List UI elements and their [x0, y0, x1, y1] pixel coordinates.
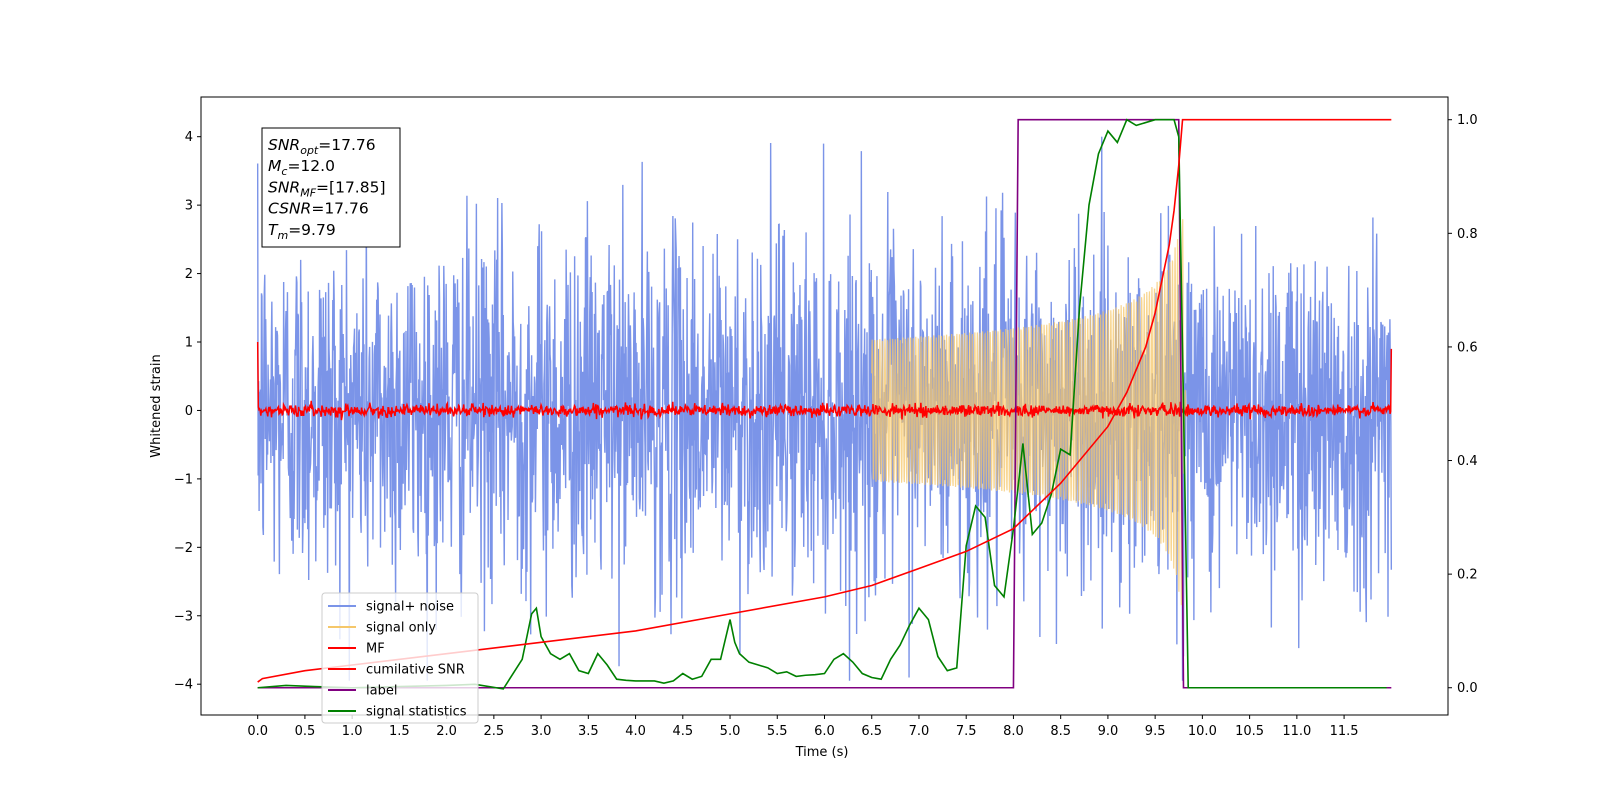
- x-tick-label: 0.0: [247, 724, 268, 739]
- legend-frame: [321, 592, 479, 724]
- legend-label: label: [366, 684, 397, 699]
- annotation-line: SNRopt=17.76: [268, 136, 376, 157]
- x-tick-label: 10.0: [1188, 724, 1217, 739]
- legend-label: signal only: [366, 621, 436, 636]
- y-tick-label-left: −3: [174, 609, 193, 624]
- x-axis: 0.0 0.5 1.0 1.5 2.0 2.5 3.0 3.5 4.0 4.5 5.0 5.5 6.0 6…: [247, 715, 1359, 739]
- y-tick-label-left: 4: [185, 130, 193, 145]
- x-tick-label: 3.5: [578, 724, 599, 739]
- y-tick-label-right: 0.0: [1457, 681, 1478, 696]
- x-tick-label: 2.0: [436, 724, 457, 739]
- x-tick-label: 8.5: [1050, 724, 1071, 739]
- legend-label: MF: [366, 642, 385, 657]
- x-axis-label: Time (s): [795, 745, 849, 760]
- y-axis-left: 4 3 2 1 0 −1 −2 −3 −4: [174, 130, 201, 693]
- annotation-frame: [261, 127, 401, 248]
- x-tick-label: 4.5: [672, 724, 693, 739]
- legend-label: signal statistics: [366, 705, 467, 720]
- x-tick-label: 0.5: [295, 724, 316, 739]
- x-tick-label: 6.0: [814, 724, 835, 739]
- y-tick-label-left: −4: [174, 678, 193, 693]
- legend: signal+ noise signal only MF cumilative SNR…: [321, 592, 479, 724]
- y-axis-label: Whitened strain: [149, 354, 164, 457]
- y-tick-label-right: 0.8: [1457, 227, 1478, 242]
- annotation-line: CSNR=17.76: [268, 200, 369, 218]
- x-tick-label: 3.0: [531, 724, 552, 739]
- legend-label: signal+ noise: [366, 600, 454, 615]
- y-tick-label-left: 0: [185, 404, 193, 419]
- x-tick-label: 5.5: [767, 724, 788, 739]
- y-tick-label-right: 0.6: [1457, 340, 1478, 355]
- series-signal-statistics-line: [257, 118, 1387, 690]
- x-tick-label: 9.5: [1145, 724, 1166, 739]
- x-tick-label: 1.5: [389, 724, 410, 739]
- annotation-box: SNRopt=17.76Mc=12.0SNRMF=[17.85]CSNR=17.…: [261, 127, 401, 248]
- series-mf-line: [256, 342, 1393, 421]
- legend-label: cumilative SNR: [366, 663, 465, 678]
- annotation-line: SNRMF=[17.85]: [268, 178, 386, 199]
- series-signal-noise-line: [256, 136, 1393, 681]
- y-tick-label-left: −1: [174, 472, 193, 487]
- y-tick-label-right: 0.2: [1457, 568, 1478, 583]
- x-tick-label: 4.0: [625, 724, 646, 739]
- annotation-line: Mc=12.0: [268, 157, 335, 178]
- plot-area: [256, 118, 1393, 690]
- y-tick-label-left: 3: [185, 199, 193, 214]
- x-tick-label: 7.5: [956, 724, 977, 739]
- x-tick-label: 11.0: [1282, 724, 1311, 739]
- x-tick-label: 1.0: [342, 724, 363, 739]
- x-tick-label: 8.0: [1003, 724, 1024, 739]
- y-tick-label-left: 2: [185, 267, 193, 282]
- annotation-line: Tm=9.79: [268, 221, 336, 242]
- y-tick-label-left: −2: [174, 541, 193, 556]
- y-tick-label-right: 1.0: [1457, 113, 1478, 128]
- x-tick-label: 6.5: [861, 724, 882, 739]
- x-tick-label: 9.0: [1098, 724, 1119, 739]
- x-tick-label: 11.5: [1330, 724, 1359, 739]
- y-tick-label-left: 1: [185, 336, 193, 351]
- x-tick-label: 2.5: [484, 724, 505, 739]
- x-tick-label: 10.5: [1235, 724, 1264, 739]
- y-tick-label-right: 0.4: [1457, 454, 1478, 469]
- y-axis-right: 1.0 0.8 0.6 0.4 0.2 0.0: [1448, 113, 1478, 696]
- x-tick-label: 7.0: [909, 724, 930, 739]
- x-tick-label: 5.0: [720, 724, 741, 739]
